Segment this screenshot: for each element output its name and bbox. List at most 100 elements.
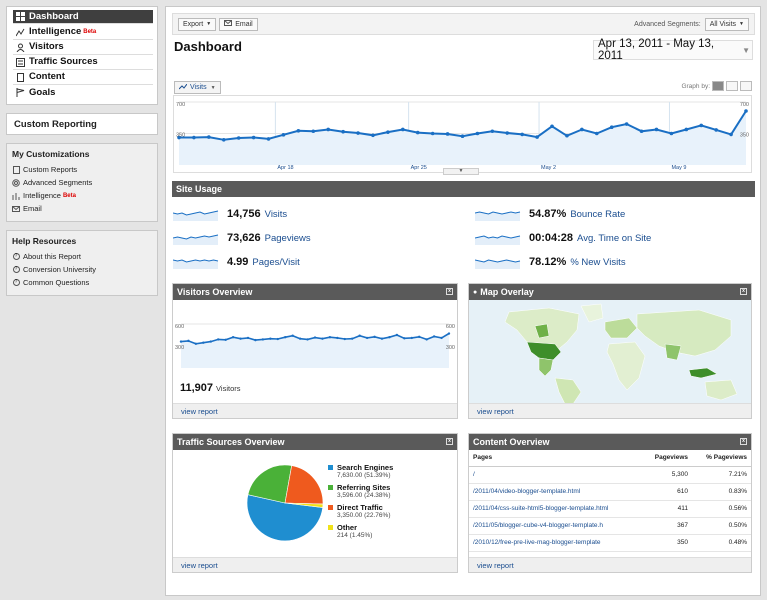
data-point[interactable] [177, 135, 181, 140]
metric-link[interactable]: Pageviews [264, 232, 311, 244]
data-point[interactable] [440, 336, 443, 340]
page-link[interactable]: /2011/04/video-blogger-template.html [469, 483, 643, 501]
data-point[interactable] [371, 133, 375, 138]
data-point[interactable] [239, 337, 242, 340]
intelligence-link[interactable]: Intelligence Beta [12, 189, 152, 202]
data-point[interactable] [356, 131, 360, 135]
data-point[interactable] [395, 333, 399, 337]
data-point[interactable] [306, 338, 309, 341]
data-point[interactable] [351, 337, 354, 340]
data-point[interactable] [445, 132, 450, 136]
data-point[interactable] [336, 336, 339, 340]
data-point[interactable] [565, 133, 569, 138]
nav-visitors[interactable]: Visitors [13, 40, 153, 55]
metric-link[interactable]: Avg. Time on Site [577, 232, 652, 244]
data-point[interactable] [432, 335, 436, 338]
minimize-icon[interactable]: x [446, 288, 453, 295]
data-point[interactable] [221, 138, 226, 142]
data-point[interactable] [192, 135, 196, 140]
data-point[interactable] [425, 338, 428, 341]
data-point[interactable] [266, 137, 271, 141]
custom-reports-link[interactable]: Custom Reports [12, 163, 152, 176]
data-point[interactable] [669, 131, 674, 136]
view-report-link[interactable]: view report [181, 560, 218, 570]
data-point[interactable] [609, 125, 614, 129]
data-point[interactable] [410, 336, 413, 340]
advanced-segments-link[interactable]: Advanced Segments [12, 176, 152, 189]
minimize-icon[interactable]: x [446, 438, 453, 445]
data-point[interactable] [231, 336, 235, 339]
conversion-university-link[interactable]: ? Conversion University [12, 263, 152, 276]
data-point[interactable] [187, 339, 190, 343]
page-link[interactable]: /2011/04/css-suite-html5-blogger-templat… [469, 500, 643, 518]
col-pct-pageviews[interactable]: % Pageviews [692, 450, 751, 467]
custom-reporting-link[interactable]: Custom Reporting [6, 113, 158, 135]
data-point[interactable] [276, 337, 279, 341]
data-point[interactable] [328, 336, 332, 339]
data-point[interactable] [194, 342, 198, 345]
data-point[interactable] [744, 109, 748, 113]
data-point[interactable] [639, 129, 644, 134]
data-point[interactable] [358, 334, 361, 337]
data-point[interactable] [380, 337, 384, 340]
export-button[interactable]: Export ▼ [178, 17, 217, 31]
about-report-link[interactable]: ? About this Report [12, 250, 152, 263]
data-point[interactable] [580, 127, 584, 132]
data-point[interactable] [209, 340, 212, 343]
data-point[interactable] [365, 336, 369, 340]
data-point[interactable] [236, 136, 241, 140]
data-point[interactable] [298, 337, 302, 340]
data-point[interactable] [520, 132, 524, 137]
data-point[interactable] [684, 127, 689, 132]
metric-link[interactable]: Bounce Rate [570, 208, 626, 220]
pie-slice[interactable] [247, 464, 293, 504]
minimize-icon[interactable]: x [740, 288, 747, 295]
nav-traffic-sources[interactable]: Traffic Sources [13, 55, 153, 70]
data-point[interactable] [373, 335, 376, 339]
data-point[interactable] [550, 124, 554, 129]
metric-selector[interactable]: Visits ▼ [174, 81, 221, 94]
data-point[interactable] [296, 129, 301, 133]
data-point[interactable] [460, 134, 465, 138]
metric-link[interactable]: % New Visits [570, 256, 626, 268]
metric-link[interactable]: Pages/Visit [252, 256, 300, 268]
data-point[interactable] [415, 130, 420, 135]
date-range-picker[interactable]: Apr 13, 2011 - May 13, 2011 ▼ [593, 38, 753, 62]
page-link[interactable]: /2011/05/blogger-cube-v4-blogger-templat… [469, 517, 643, 535]
data-point[interactable] [269, 337, 272, 340]
data-point[interactable] [254, 338, 257, 342]
data-point[interactable] [291, 334, 294, 337]
data-point[interactable] [535, 135, 539, 139]
view-report-link[interactable]: view report [181, 406, 218, 416]
data-point[interactable] [729, 132, 733, 137]
pie-slice[interactable] [284, 502, 323, 508]
segments-dropdown[interactable]: All Visits ▼ [704, 17, 749, 31]
nav-dashboard[interactable]: Dashboard [13, 10, 153, 24]
metric-link[interactable]: Visits [264, 208, 288, 220]
data-point[interactable] [418, 335, 421, 339]
page-link[interactable]: / [469, 466, 643, 484]
data-point[interactable] [505, 131, 510, 135]
nav-intelligence[interactable]: Intelligence Beta [13, 25, 153, 40]
col-pages[interactable]: Pages [469, 450, 643, 467]
data-point[interactable] [699, 123, 704, 128]
data-point[interactable] [311, 129, 316, 134]
data-point[interactable] [179, 340, 183, 343]
data-point[interactable] [343, 337, 346, 341]
view-report-link[interactable]: view report [477, 560, 514, 570]
data-point[interactable] [594, 131, 599, 136]
data-point[interactable] [246, 336, 250, 340]
data-point[interactable] [624, 122, 629, 126]
data-point[interactable] [284, 336, 287, 339]
page-link[interactable]: /2010/12/free-pre-live-mag-blogger-templ… [469, 534, 643, 552]
chart-expand-handle[interactable]: ▼ [443, 168, 479, 175]
data-point[interactable] [403, 337, 406, 340]
graph-by-week-button[interactable] [726, 81, 738, 91]
data-point[interactable] [251, 135, 256, 140]
data-point[interactable] [714, 128, 718, 132]
col-pageviews[interactable]: Pageviews [642, 450, 692, 467]
data-point[interactable] [341, 129, 345, 134]
data-point[interactable] [224, 338, 227, 341]
data-point[interactable] [654, 127, 659, 132]
graph-by-month-button[interactable] [740, 81, 752, 91]
